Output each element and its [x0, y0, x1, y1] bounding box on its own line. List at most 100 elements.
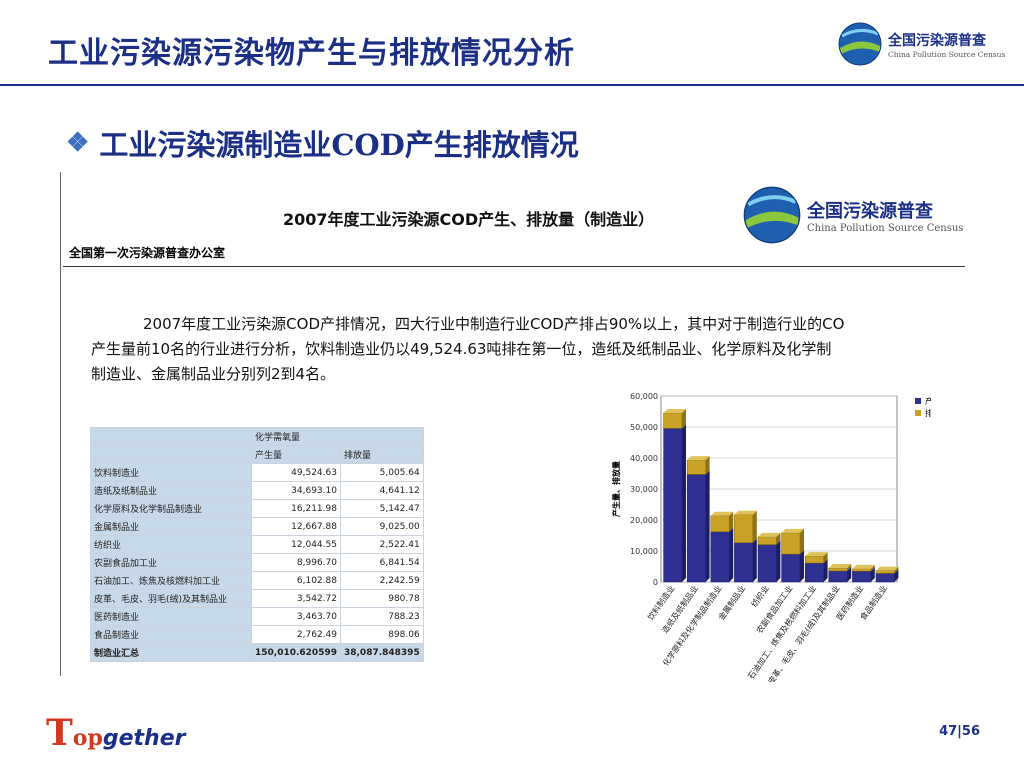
bar-emission	[710, 515, 730, 532]
table-cell-industry: 制造业汇总	[90, 643, 252, 662]
bar-emission	[781, 532, 801, 555]
table-cell-production: 49,524.63	[251, 463, 341, 482]
table-cell-industry: 皮革、毛皮、羽毛(绒)及其制品业	[90, 589, 252, 608]
bar-production	[710, 531, 730, 583]
table-cell-industry: 金属制品业	[90, 517, 252, 536]
table-row: 金属制品业 12,667.88 9,025.00	[90, 517, 424, 536]
table-cell-emission: 980.78	[339, 589, 424, 608]
table-row: 化学原料及化学制品制造业 16,211.98 5,142.47	[90, 499, 424, 518]
globe-icon	[743, 186, 801, 244]
table-cell-emission: 2,242.59	[339, 571, 424, 590]
bar-emission-side	[847, 563, 852, 572]
col-header-emit: 排放量	[339, 445, 424, 464]
bar-production	[828, 570, 848, 583]
bar-emission-top	[757, 532, 781, 537]
table-cell-emission: 9,025.00	[339, 517, 424, 536]
table-row: 石油加工、炼焦及核燃料加工业 6,102.88 2,242.59	[90, 571, 424, 590]
bar-production-side	[894, 569, 899, 582]
bar-production	[804, 562, 824, 583]
logo-letter: T	[46, 712, 73, 754]
bar-emission	[828, 567, 848, 572]
table-row: 饮料制造业 49,524.63 5,005.64	[90, 463, 424, 482]
report-title: 2007年度工业污染源COD产生、排放量（制造业）	[283, 210, 655, 229]
table-row: 食品制造业 2,762.49 898.06	[90, 625, 424, 644]
bar-emission-top	[734, 510, 757, 515]
bar-production-side	[870, 567, 875, 582]
section-heading: ❖ 工业污染源制造业COD产生排放情况	[66, 122, 579, 164]
table-cell-production: 16,211.98	[251, 499, 341, 518]
table-cell-industry: 石油加工、炼焦及核燃料加工业	[90, 571, 252, 590]
table-row: 造纸及纸制品业 34,693.10 4,641.12	[90, 481, 424, 500]
logo-cn-text: 全国污染源普查	[807, 200, 933, 222]
legend-swatch	[915, 410, 921, 416]
table-cell-industry: 纺织业	[90, 535, 252, 554]
table-cell-emission: 898.06	[339, 625, 424, 644]
table-row: 农副食品加工业 8,996.70 6,841.54	[90, 553, 424, 572]
table-corner-cell	[90, 445, 252, 464]
table-cell-emission: 6,841.54	[339, 553, 424, 572]
table-cell-industry: 化学原料及化学制品制造业	[90, 499, 252, 518]
bar-emission-side	[705, 456, 710, 475]
logo-letters: op	[72, 725, 103, 751]
bar-production	[781, 553, 801, 583]
bar-emission-side	[823, 552, 828, 564]
logo-cn-text: 全国污染源普查	[888, 32, 986, 49]
globe-icon	[838, 22, 882, 66]
bar-emission	[757, 536, 777, 545]
report-panel: 2007年度工业污染源COD产生、排放量（制造业） 全国污染源普查 China …	[60, 172, 967, 682]
y-tick-label: 40,000	[630, 454, 658, 463]
bar-emission-top	[663, 408, 687, 413]
logo-word: gether	[102, 726, 186, 751]
table-cell-production: 12,667.88	[251, 517, 341, 536]
bar-emission-top	[805, 552, 828, 557]
bar-production	[686, 474, 706, 583]
bar-emission-top	[852, 564, 875, 569]
bar-emission-side	[729, 511, 734, 532]
table-total-row: 制造业汇总 150,010.620599 38,087.848395	[90, 643, 424, 662]
table-cell-production: 3,542.72	[251, 589, 341, 608]
table-cell-industry: 农副食品加工业	[90, 553, 252, 572]
bar-production-side	[800, 550, 805, 582]
header-divider	[0, 84, 1024, 86]
diamond-bullet-icon: ❖	[66, 128, 90, 158]
bar-production-side	[847, 567, 852, 582]
bar-emission-top	[875, 566, 899, 571]
report-census-logo: 全国污染源普查 China Pollution Source Census	[743, 186, 963, 244]
logo-en-text: China Pollution Source Census	[888, 49, 1006, 59]
paragraph-line: 2007年度工业污染源COD产排情况，四大行业中制造行业COD产排占90%以上，…	[143, 315, 845, 333]
table-cell-emission: 38,087.848395	[339, 643, 424, 662]
report-paragraph: 2007年度工业污染源COD产排情况，四大行业中制造行业COD产排占90%以上，…	[91, 312, 965, 387]
table-row: 皮革、毛皮、羽毛(绒)及其制品业 3,542.72 980.78	[90, 589, 424, 608]
table-cell-emission: 5,142.47	[339, 499, 424, 518]
table-cell-production: 34,693.10	[251, 481, 341, 500]
bar-production-side	[729, 527, 734, 582]
y-tick-label: 50,000	[630, 423, 658, 432]
table-cell-emission: 2,522.41	[339, 535, 424, 554]
table-cell-production: 6,102.88	[251, 571, 341, 590]
col-header-prod: 产生量	[251, 445, 341, 464]
bar-emission-side	[800, 528, 805, 555]
table-cell-production: 150,010.620599	[251, 643, 341, 662]
y-tick-label: 60,000	[630, 392, 658, 401]
table-cell-industry: 医药制造业	[90, 607, 252, 626]
logo-en-text: China Pollution Source Census	[807, 222, 964, 234]
table-cell-emission: 4,641.12	[339, 481, 424, 500]
table-group-header: 化学需氧量	[251, 427, 424, 446]
table-cell-industry: 造纸及纸制品业	[90, 481, 252, 500]
census-logo: 全国污染源普查 China Pollution Source Census	[838, 22, 1005, 66]
y-tick-label: 0	[653, 578, 658, 587]
y-axis-label: 产生量、排放量	[611, 461, 621, 517]
bar-emission-side	[894, 566, 899, 574]
legend-swatch	[915, 398, 921, 404]
bar-emission-side	[752, 510, 757, 543]
table-cell-emission: 788.23	[339, 607, 424, 626]
table-cell-production: 2,762.49	[251, 625, 341, 644]
page-number: 47|56	[939, 724, 980, 739]
cod-data-table: 化学需氧量 产生量 排放量 饮料制造业 49,524.63 5,005.64 造纸及纸…	[90, 427, 424, 662]
y-tick-label: 10,000	[630, 547, 658, 556]
bar-emission	[852, 568, 872, 572]
bar-production-side	[705, 470, 710, 582]
bar-production	[852, 571, 872, 583]
bar-emission-top	[828, 563, 852, 568]
bar-production-side	[776, 540, 781, 582]
